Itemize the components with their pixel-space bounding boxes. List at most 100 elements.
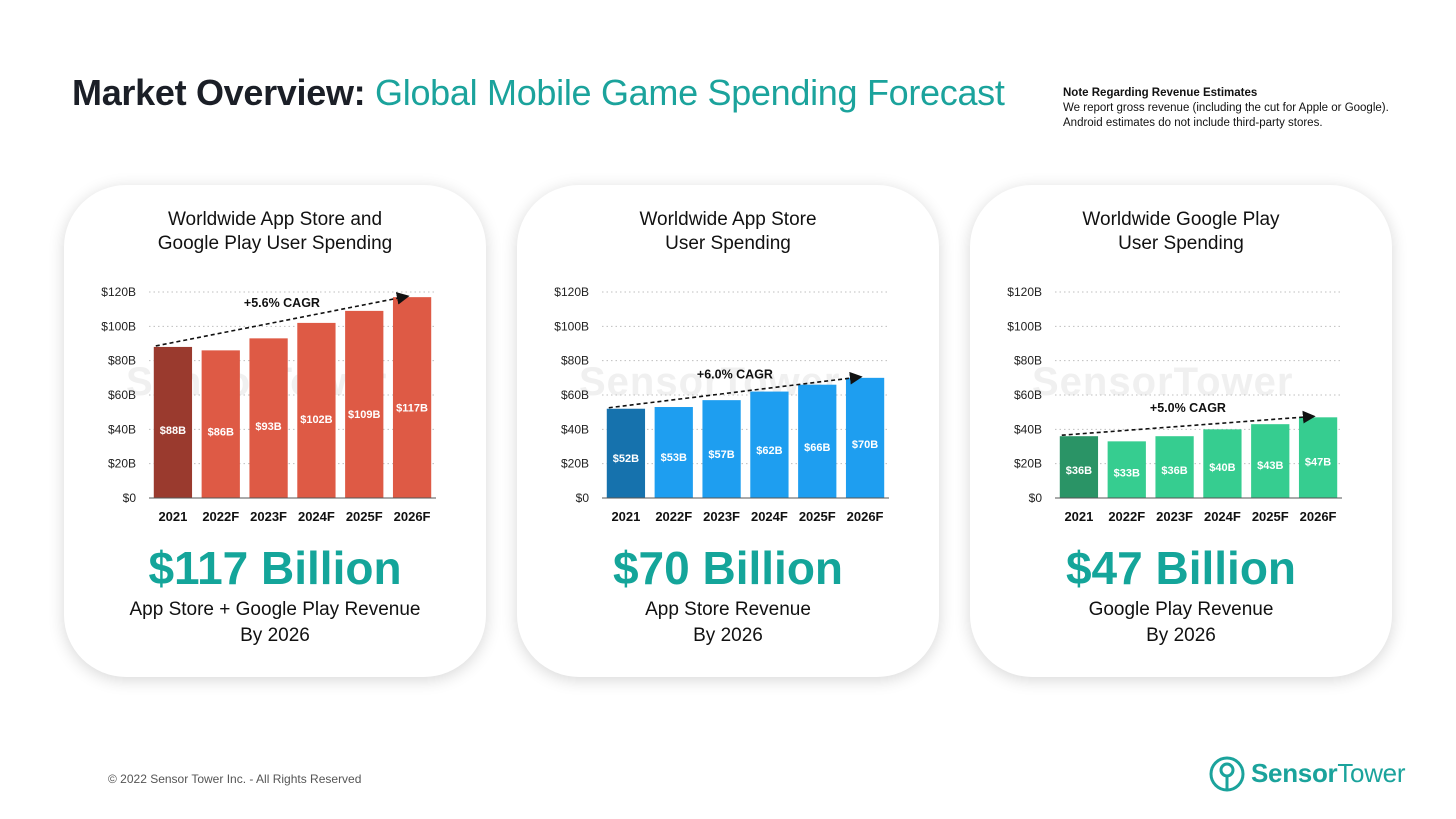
bar-value-label: $86B bbox=[208, 427, 234, 439]
y-tick-label: $120B bbox=[1007, 285, 1042, 299]
card-subtitle: App Store Revenue By 2026 bbox=[517, 597, 939, 649]
card-title-line: Google Play User Spending bbox=[157, 233, 393, 254]
y-tick-label: $60B bbox=[1014, 388, 1042, 402]
note-heading: Note Regarding Revenue Estimates bbox=[1063, 87, 1258, 99]
y-tick-label: $0 bbox=[576, 491, 590, 505]
x-category-label: 2025F bbox=[799, 509, 836, 524]
bar-value-label: $53B bbox=[661, 452, 687, 464]
card-google-play-spending: Worldwide Google Play User Spending Sens… bbox=[970, 185, 1392, 677]
card-app-store-spending: Worldwide App Store User Spending Sensor… bbox=[517, 185, 939, 677]
big-number: $70 Billion bbox=[612, 542, 844, 594]
bar bbox=[845, 377, 885, 498]
bar bbox=[153, 346, 193, 498]
x-category-label: 2021 bbox=[1064, 509, 1093, 524]
bar-value-label: $33B bbox=[1114, 468, 1140, 480]
x-category-label: 2022F bbox=[202, 509, 239, 524]
x-category-label: 2023F bbox=[703, 509, 740, 524]
page-title-light: Global Mobile Game Spending Forecast bbox=[375, 72, 1005, 113]
bar-value-label: $40B bbox=[1209, 462, 1235, 474]
bar bbox=[297, 322, 336, 498]
big-number: $117 Billion bbox=[148, 542, 402, 594]
card-title: Worldwide App Store and Google Play User… bbox=[64, 208, 486, 256]
revenue-note: Note Regarding Revenue Estimates We repo… bbox=[1063, 86, 1443, 131]
x-category-label: 2022F bbox=[655, 509, 692, 524]
card-subtitle-line: By 2026 bbox=[1146, 625, 1216, 646]
card-subtitle-line: App Store Revenue bbox=[645, 599, 811, 620]
bar-value-label: $57B bbox=[708, 449, 734, 461]
card-title-line: User Spending bbox=[1118, 233, 1244, 254]
sensor-tower-logo-text: SensorTower bbox=[1251, 758, 1406, 789]
bar bbox=[702, 400, 741, 498]
bar-chart-combined: $0 $20B $40B $60B $80B $100B $120B $88B 2021 $86B… bbox=[101, 285, 436, 524]
copyright-footer: © 2022 Sensor Tower Inc. - All Rights Re… bbox=[108, 772, 362, 786]
logo-text-bold: Sensor bbox=[1251, 758, 1338, 788]
y-tick-label: $20B bbox=[561, 457, 589, 471]
y-tick-label: $40B bbox=[108, 422, 136, 436]
card-subtitle: App Store + Google Play Revenue By 2026 bbox=[64, 597, 486, 649]
bar-value-label: $66B bbox=[804, 442, 830, 454]
y-tick-label: $80B bbox=[561, 354, 589, 368]
logo-text-light: Tower bbox=[1337, 758, 1406, 788]
bar-value-label: $70B bbox=[852, 439, 878, 451]
bar bbox=[345, 310, 384, 498]
bar-value-label: $88B bbox=[160, 425, 186, 437]
bar-value-label: $102B bbox=[300, 414, 332, 426]
bar-value-label: $109B bbox=[348, 409, 380, 421]
x-category-label: 2024F bbox=[298, 509, 335, 524]
page-title: Market Overview: Global Mobile Game Spen… bbox=[72, 72, 1005, 114]
y-tick-label: $40B bbox=[1014, 422, 1042, 436]
x-category-label: 2026F bbox=[847, 509, 884, 524]
bar bbox=[606, 408, 646, 498]
bar bbox=[1251, 424, 1290, 498]
bar-value-label: $43B bbox=[1257, 460, 1283, 472]
y-tick-label: $0 bbox=[1029, 491, 1043, 505]
card-combined-spending: Worldwide App Store and Google Play User… bbox=[64, 185, 486, 677]
y-tick-label: $120B bbox=[554, 285, 589, 299]
x-category-label: 2022F bbox=[1108, 509, 1145, 524]
card-subtitle-line: App Store + Google Play Revenue bbox=[129, 599, 421, 620]
bar bbox=[249, 338, 288, 498]
y-tick-label: $100B bbox=[101, 319, 136, 333]
cagr-label: +5.6% CAGR bbox=[244, 296, 320, 310]
bar-value-label: $36B bbox=[1066, 465, 1092, 477]
y-tick-label: $20B bbox=[1014, 457, 1042, 471]
y-tick-label: $80B bbox=[108, 354, 136, 368]
bar-value-label: $52B bbox=[613, 453, 639, 465]
bar bbox=[1059, 436, 1099, 498]
page-title-bold: Market Overview: bbox=[72, 72, 366, 113]
card-subtitle: Google Play Revenue By 2026 bbox=[970, 597, 1392, 649]
cagr-arrow bbox=[608, 371, 863, 409]
bar bbox=[654, 407, 693, 498]
cagr-arrow bbox=[1061, 410, 1316, 436]
y-tick-label: $120B bbox=[101, 285, 136, 299]
x-category-label: 2024F bbox=[751, 509, 788, 524]
bar bbox=[750, 391, 789, 498]
y-tick-label: $40B bbox=[561, 422, 589, 436]
x-category-label: 2021 bbox=[158, 509, 187, 524]
card-subtitle-line: Google Play Revenue bbox=[1088, 599, 1274, 620]
card-subtitle-line: By 2026 bbox=[693, 625, 763, 646]
x-category-label: 2026F bbox=[1300, 509, 1337, 524]
y-tick-label: $100B bbox=[1007, 319, 1042, 333]
bar-value-label: $62B bbox=[756, 445, 782, 457]
cagr-label: +6.0% CAGR bbox=[697, 367, 773, 381]
note-line: Android estimates do not include third-p… bbox=[1063, 117, 1323, 129]
card-subtitle-line: By 2026 bbox=[240, 625, 310, 646]
cagr-label: +5.0% CAGR bbox=[1150, 401, 1226, 415]
x-category-label: 2021 bbox=[611, 509, 640, 524]
card-title-line: Worldwide App Store and bbox=[167, 209, 383, 230]
y-tick-label: $60B bbox=[108, 388, 136, 402]
card-title: Worldwide Google Play User Spending bbox=[970, 208, 1392, 256]
card-title: Worldwide App Store User Spending bbox=[517, 208, 939, 256]
sensor-tower-logo-icon bbox=[1209, 756, 1245, 792]
bar bbox=[201, 350, 240, 498]
bar bbox=[1155, 436, 1194, 498]
bar bbox=[798, 384, 837, 498]
note-line: We report gross revenue (including the c… bbox=[1063, 102, 1389, 114]
bar-value-label: $36B bbox=[1161, 465, 1187, 477]
y-tick-label: $60B bbox=[561, 388, 589, 402]
y-tick-label: $80B bbox=[1014, 354, 1042, 368]
card-title-line: Worldwide App Store bbox=[639, 209, 817, 230]
bar bbox=[1203, 429, 1242, 498]
x-category-label: 2026F bbox=[394, 509, 431, 524]
